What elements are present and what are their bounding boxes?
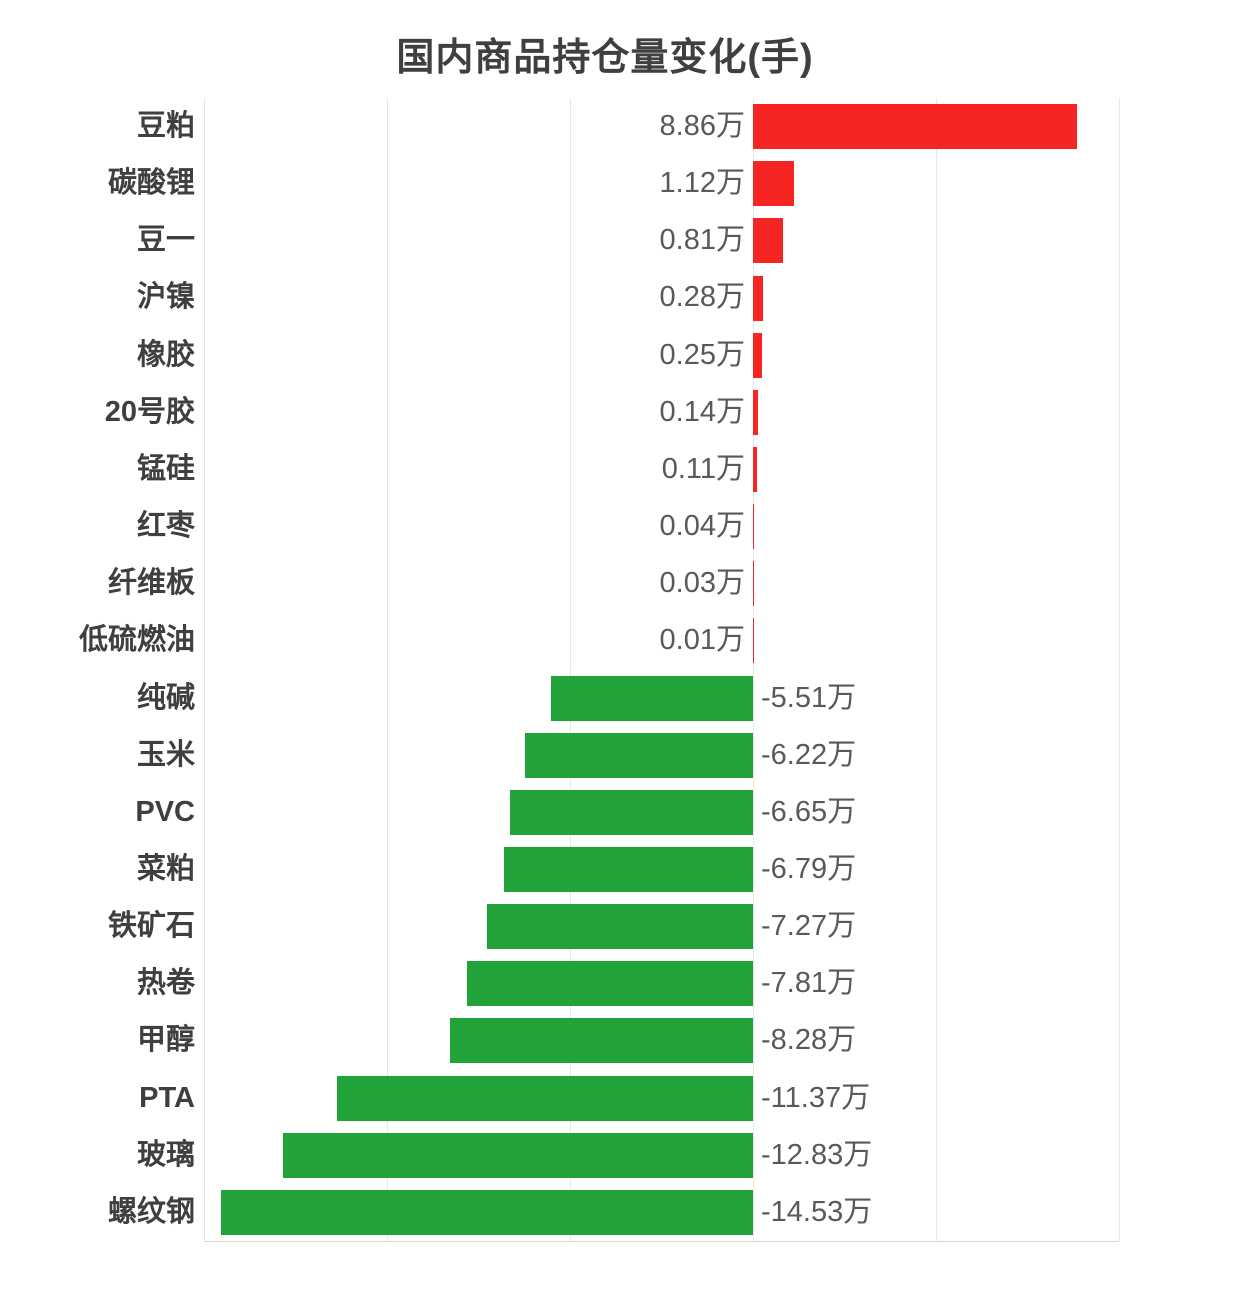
category-label: 纯碱: [136, 681, 195, 714]
category-label: 铁矿石: [107, 910, 195, 943]
x-axis-baseline: [204, 1241, 1119, 1242]
bar: [509, 789, 753, 835]
bar-value-label: 8.86万: [659, 110, 745, 142]
bar: [753, 275, 764, 321]
bar: [753, 561, 755, 607]
bar: [551, 675, 753, 721]
category-label: 螺纹钢: [107, 1195, 195, 1228]
bar: [753, 504, 755, 550]
bar: [753, 104, 1078, 150]
category-label: 沪镍: [136, 281, 195, 314]
bar-value-label: 0.11万: [661, 452, 745, 485]
bar-value-label: -7.27万: [761, 910, 857, 943]
bar-value-label: -11.37万: [761, 1081, 871, 1114]
bar-value-label: -5.51万: [761, 681, 857, 714]
bar-value-label: 0.25万: [659, 338, 745, 371]
bar-value-label: -6.65万: [761, 795, 857, 828]
bar: [753, 218, 783, 264]
bar-value-label: -12.83万: [761, 1138, 873, 1171]
bar-value-label: 0.81万: [659, 224, 745, 257]
gridline: [935, 98, 937, 1241]
gridline: [386, 98, 388, 1241]
category-label: 碳酸锂: [107, 167, 195, 200]
bar-value-label: -8.28万: [761, 1024, 857, 1057]
bar: [753, 161, 794, 207]
bar: [525, 732, 753, 778]
bar: [753, 389, 759, 435]
category-label: 豆一: [136, 224, 195, 257]
bar: [283, 1132, 753, 1178]
bar: [486, 904, 753, 950]
bar: [467, 961, 753, 1007]
category-label: 玉米: [136, 738, 195, 771]
bar-value-label: 1.12万: [659, 167, 745, 200]
bar-value-label: 0.01万: [659, 624, 745, 657]
category-label: 20号胶: [104, 395, 195, 428]
bar-value-label: 0.14万: [659, 395, 745, 428]
category-label: 甲醇: [136, 1024, 195, 1057]
category-label: 菜粕: [136, 852, 195, 885]
bar: [336, 1075, 753, 1121]
category-label: PVC: [135, 795, 195, 828]
zero-axis-gridline: [752, 98, 754, 1241]
category-label: PTA: [139, 1081, 195, 1114]
bar: [753, 446, 758, 492]
category-label: 玻璃: [136, 1138, 195, 1171]
chart-title: 国内商品持仓量变化(手): [396, 37, 814, 79]
category-axis: 豆粕碳酸锂豆一沪镍橡胶 20号胶锰硅红枣纤维板低硫燃油纯碱玉米 PVC 菜粕铁矿石热卷…: [0, 98, 195, 1241]
bar: [753, 332, 763, 378]
category-label: 橡胶: [136, 338, 195, 371]
bar-value-label: -7.81万: [761, 967, 857, 1000]
bar-value-label: -6.79万: [761, 852, 857, 885]
bar: [504, 847, 753, 893]
category-label: 纤维板: [107, 567, 195, 600]
category-label: 红枣: [136, 510, 195, 543]
bar: [449, 1018, 753, 1064]
bar-value-label: 0.04万: [659, 510, 745, 543]
category-label: 热卷: [136, 967, 195, 1000]
bar-value-label: 0.03万: [659, 567, 745, 600]
category-label: 豆粕: [136, 110, 195, 142]
bar-value-label: 0.28万: [659, 281, 745, 314]
gridline: [1118, 98, 1120, 1241]
category-label: 低硫燃油: [78, 624, 195, 657]
gridline: [569, 98, 571, 1241]
bar-value-label: -6.22万: [761, 738, 857, 771]
gridline: [203, 98, 205, 1241]
plot-area: 8.86万 1.12万 0.81万 0.28万 0.25万 0.14万 0.11万 0.04万…: [203, 98, 1120, 1242]
bar-value-label: -14.53万: [761, 1195, 873, 1228]
category-label: 锰硅: [136, 452, 195, 485]
bar: [221, 1189, 753, 1235]
